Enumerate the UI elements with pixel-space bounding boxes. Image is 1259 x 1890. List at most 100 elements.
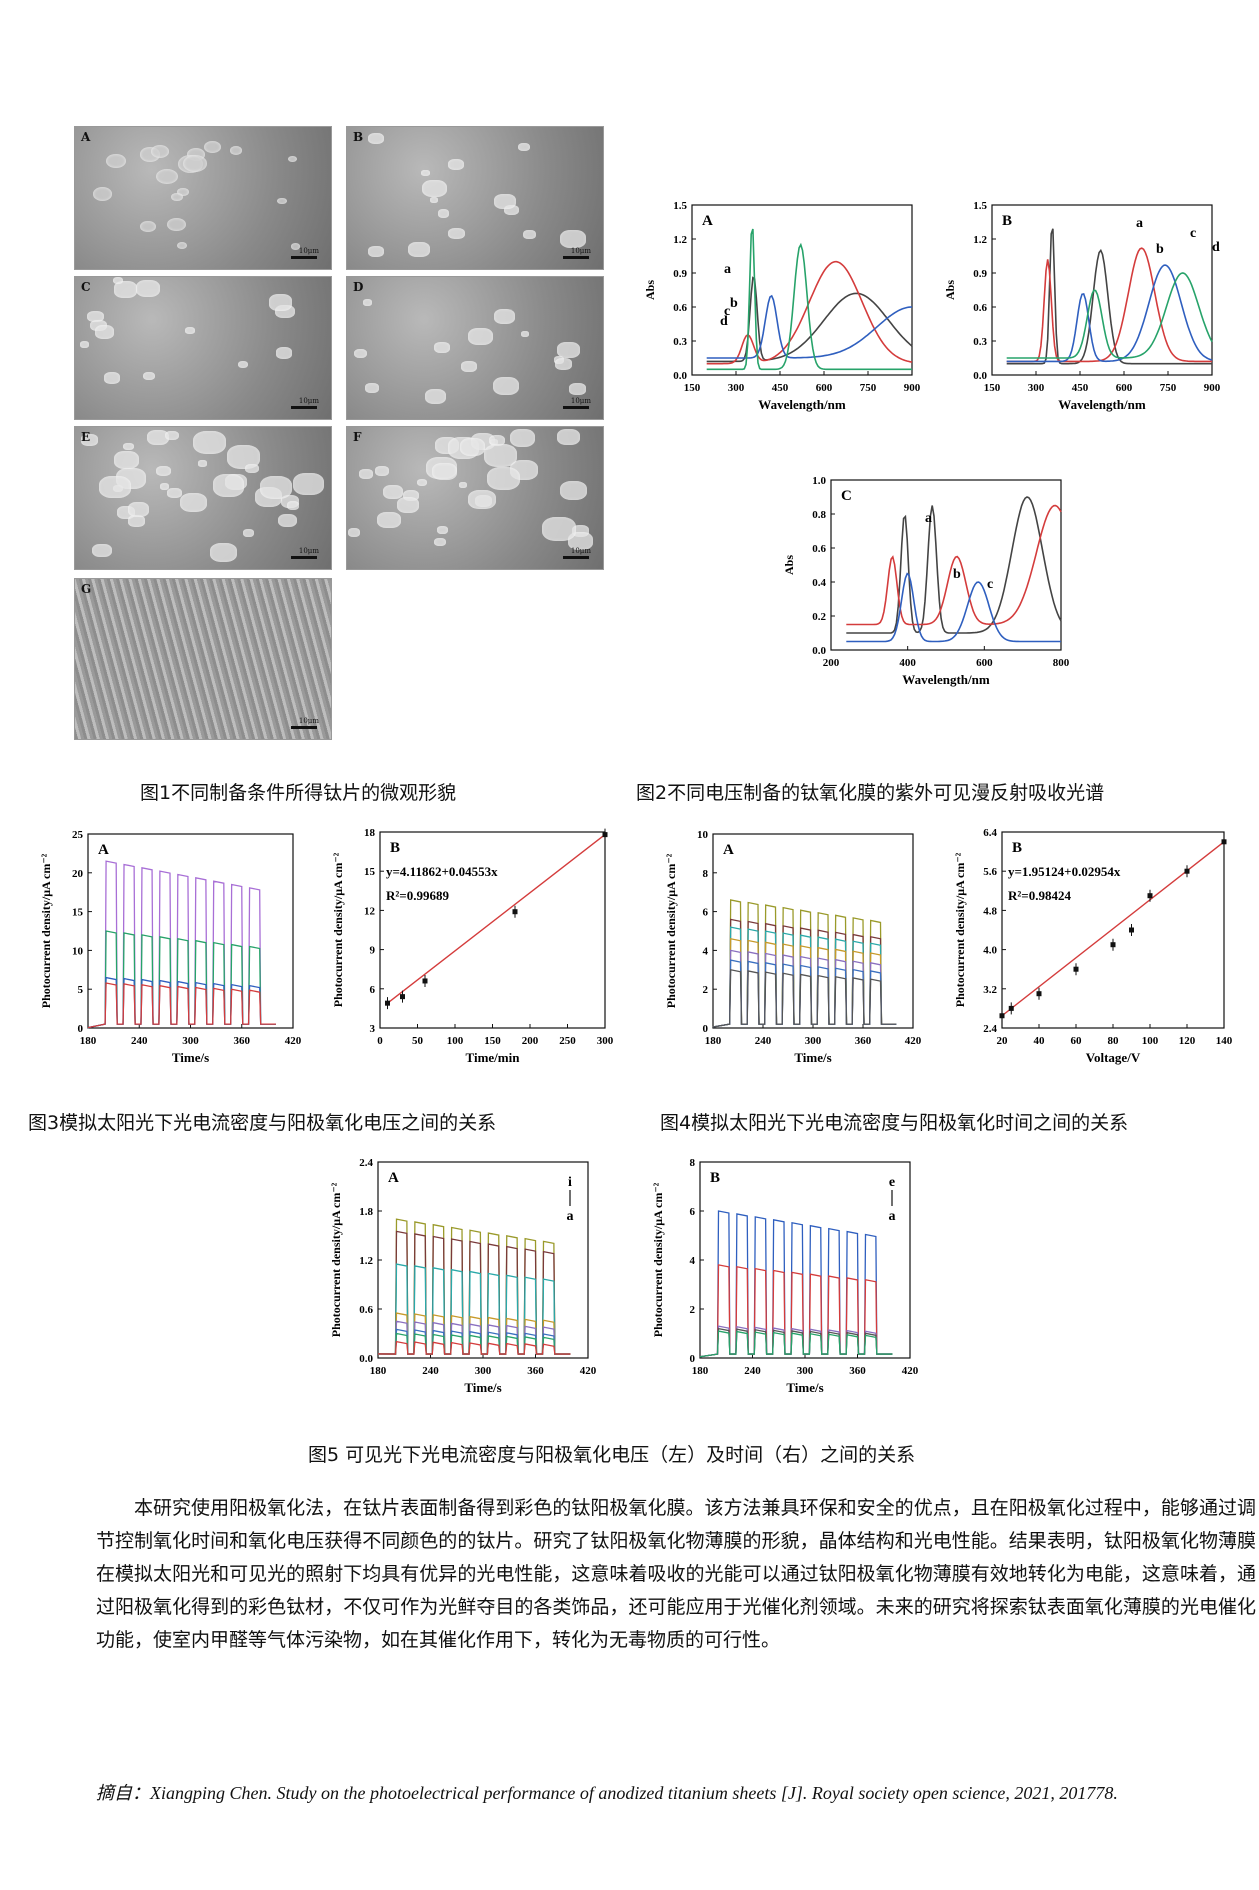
sem-particle bbox=[290, 243, 300, 250]
sem-particle bbox=[92, 186, 113, 201]
photocurrent-trace bbox=[712, 937, 897, 1028]
sem-particle bbox=[193, 431, 227, 455]
sem-particle bbox=[167, 488, 182, 499]
curve-label: c bbox=[1190, 226, 1196, 241]
scale-bar bbox=[563, 256, 589, 259]
y-tick-label: 2 bbox=[703, 984, 709, 996]
photocurrent-trace bbox=[699, 1264, 893, 1358]
sem-particle bbox=[460, 438, 486, 456]
spectrum-curve bbox=[1006, 272, 1213, 359]
x-tick-label: 180 bbox=[370, 1365, 387, 1377]
x-tick-label: 300 bbox=[797, 1365, 814, 1377]
photocurrent-trace bbox=[699, 1330, 893, 1358]
sem-particle bbox=[210, 542, 238, 562]
plot-frame bbox=[830, 479, 1062, 651]
y-axis-label: Abs bbox=[943, 280, 957, 300]
sem-particle bbox=[571, 524, 589, 537]
sem-particle bbox=[123, 443, 134, 451]
sem-particle bbox=[483, 444, 517, 468]
x-tick-label: 300 bbox=[1028, 382, 1045, 394]
y-tick-label: 8 bbox=[703, 868, 709, 880]
x-tick-label: 600 bbox=[816, 382, 833, 394]
fig3-caption: 图3模拟太阳光下光电流密度与阳极氧化电压之间的关系 bbox=[28, 1112, 497, 1134]
panel-label: B bbox=[710, 1170, 720, 1186]
y-tick-label: 2.4 bbox=[983, 1023, 997, 1035]
abstract-paragraph: 本研究使用阳极氧化法，在钛片表面制备得到彩色的钛阳极氧化膜。该方法兼具环保和安全… bbox=[96, 1497, 1256, 1651]
y-tick-label: 0.6 bbox=[973, 302, 987, 314]
x-tick-label: 900 bbox=[904, 382, 921, 394]
spectrum-curve bbox=[706, 260, 913, 365]
sem-particle bbox=[364, 382, 380, 393]
curve-label: d bbox=[720, 314, 728, 329]
sem-particle bbox=[353, 349, 368, 359]
plot-frame bbox=[1001, 831, 1225, 1029]
y-axis-label: Photocurrent density/μA cm⁻² bbox=[329, 1182, 343, 1337]
y-tick-label: 3.2 bbox=[983, 984, 997, 996]
x-tick-label: 150 bbox=[484, 1035, 501, 1047]
photocurrent-trace bbox=[377, 1218, 571, 1355]
sem-particle bbox=[432, 462, 457, 480]
sem-particle bbox=[396, 497, 420, 514]
photocurrent-trace bbox=[377, 1328, 571, 1355]
photocurrent-trace bbox=[712, 926, 897, 1028]
spectrum-curve bbox=[706, 294, 913, 359]
y-tick-label: 0.9 bbox=[973, 268, 987, 280]
y-tick-label: 9 bbox=[370, 945, 376, 957]
x-tick-label: 180 bbox=[692, 1365, 709, 1377]
fig4-caption: 图4模拟太阳光下光电流密度与阳极氧化时间之间的关系 bbox=[660, 1112, 1129, 1134]
sem-particle bbox=[99, 475, 131, 498]
sem-particle bbox=[448, 158, 465, 170]
sem-particle bbox=[367, 132, 384, 144]
sem-particle bbox=[81, 434, 98, 446]
arrow-label-top: i bbox=[568, 1175, 572, 1190]
y-tick-label: 20 bbox=[72, 868, 84, 880]
x-tick-label: 360 bbox=[234, 1035, 251, 1047]
y-axis-label: Abs bbox=[782, 555, 796, 575]
sem-particle bbox=[523, 230, 537, 239]
x-tick-label: 800 bbox=[1053, 657, 1070, 669]
plot-frame bbox=[991, 204, 1213, 376]
y-tick-label: 1.5 bbox=[673, 200, 687, 212]
scale-bar bbox=[563, 556, 589, 559]
x-tick-label: 360 bbox=[849, 1365, 866, 1377]
spectrum-curve bbox=[1006, 264, 1213, 363]
curve-label: b bbox=[730, 296, 738, 311]
sem-particle bbox=[150, 145, 169, 158]
fig2-panel-c: 200 400 600 800 0.0 0.2 0.4 0.6 0.8 1.0 Wavelength… bbox=[782, 475, 1070, 687]
plot-frame bbox=[691, 204, 913, 376]
y-tick-label: 0.8 bbox=[812, 509, 826, 521]
sem-particle bbox=[417, 478, 428, 487]
sem-panel-label: A bbox=[81, 130, 91, 144]
x-tick-label: 900 bbox=[1204, 382, 1221, 394]
sem-particle bbox=[128, 514, 146, 527]
sem-particle bbox=[286, 501, 299, 510]
x-tick-label: 200 bbox=[823, 657, 840, 669]
fit-r-squared: R²=0.99689 bbox=[386, 888, 449, 903]
panel-label: B bbox=[1002, 213, 1012, 229]
sem-particle bbox=[212, 474, 245, 497]
spectrum-curve bbox=[706, 228, 912, 371]
sem-particle bbox=[147, 429, 170, 445]
scale-bar bbox=[291, 556, 317, 559]
fig5-panel-a: 180 240 300 360 420 0.0 0.6 1.2 1.8 2.4 Time/s Phot… bbox=[329, 1157, 597, 1395]
x-tick-label: 80 bbox=[1108, 1035, 1120, 1047]
x-axis-label: Time/min bbox=[466, 1050, 521, 1065]
x-tick-label: 240 bbox=[131, 1035, 148, 1047]
y-tick-label: 5 bbox=[78, 984, 84, 996]
x-axis-label: Wavelength/nm bbox=[902, 672, 990, 687]
scale-bar bbox=[291, 406, 317, 409]
sem-particle bbox=[113, 281, 137, 298]
sem-particle bbox=[347, 527, 361, 537]
sem-particle bbox=[555, 358, 573, 371]
sem-particle bbox=[488, 434, 505, 446]
sem-particle bbox=[159, 483, 170, 490]
y-tick-label: 0.0 bbox=[673, 370, 687, 382]
x-tick-label: 150 bbox=[984, 382, 1001, 394]
fig4-panel-b: 20 40 60 80 100 120 140 2.4 3.2 4.0 4.8 5.6 6.4 Volta… bbox=[953, 827, 1233, 1065]
x-tick-label: 140 bbox=[1216, 1035, 1233, 1047]
fit-equation: y=1.95124+0.02954x bbox=[1008, 864, 1121, 879]
y-tick-label: 6.4 bbox=[983, 827, 997, 839]
sem-particle bbox=[94, 325, 115, 339]
x-tick-label: 420 bbox=[905, 1035, 922, 1047]
x-tick-label: 600 bbox=[1116, 382, 1133, 394]
